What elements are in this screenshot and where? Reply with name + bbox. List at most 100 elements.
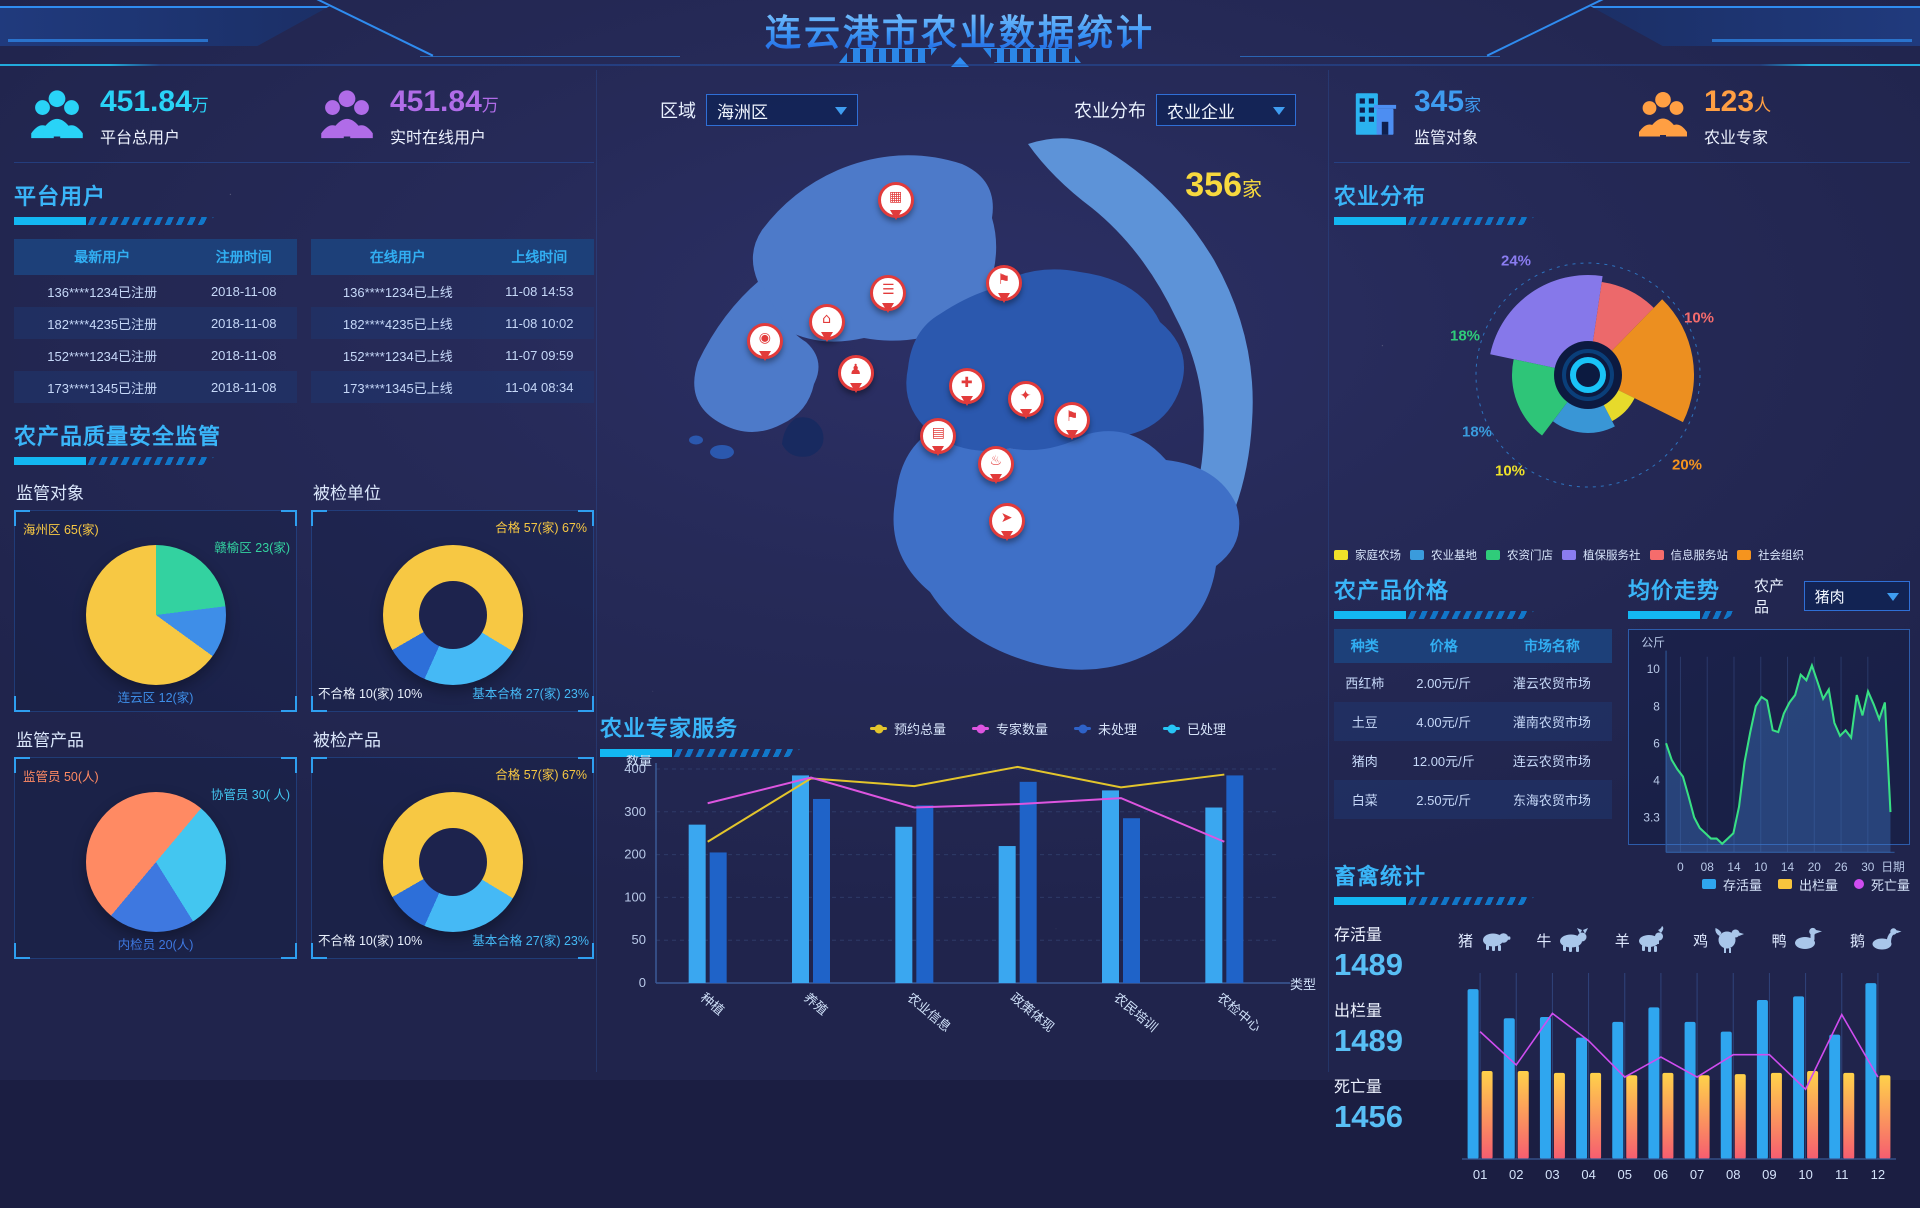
- table-cell: 西红柿: [1345, 676, 1385, 691]
- table-row: 152****1234已注册 2018-11-08: [14, 339, 297, 371]
- animal-item-鸭[interactable]: 鸭: [1772, 925, 1826, 955]
- chevron-down-icon: [835, 107, 847, 121]
- donut-hole: [418, 828, 487, 896]
- table-header: 在线用户: [311, 239, 485, 275]
- slice-label: 基本合格 27(家) 23%: [472, 934, 589, 948]
- distribution-label: 农业分布: [1074, 101, 1146, 121]
- chart-card-supervise-product: 监管产品 监管员 50(人) 协管员 30( 人) 内检员 20(人): [14, 720, 297, 959]
- svg-text:农业信息: 农业信息: [904, 990, 953, 1035]
- svg-text:30: 30: [1861, 860, 1875, 874]
- slice-label: 连云区 12(家): [117, 691, 194, 705]
- animal-item-牛[interactable]: 牛: [1536, 925, 1590, 955]
- legend-swatch: [1334, 550, 1348, 560]
- legend-item[interactable]: 死亡量: [1853, 875, 1910, 894]
- legend-item[interactable]: 出栏量: [1777, 875, 1838, 894]
- map-region[interactable]: [1028, 138, 1253, 568]
- table-cell: 152****1234已上线: [342, 348, 453, 364]
- map-pin[interactable]: ♟: [837, 354, 874, 391]
- svg-text:400: 400: [624, 761, 646, 776]
- trend-section: 均价走势 农产品 猪肉 10 8 6 4 3.3 公斤 0 08 14 10 14 20 26 30 日期: [1628, 573, 1910, 874]
- building-icon: [1348, 88, 1400, 145]
- map-pin[interactable]: ⚑: [1053, 402, 1090, 439]
- title-underline: [600, 749, 800, 757]
- legend-label: 未处理: [1098, 722, 1138, 737]
- legend-item[interactable]: 预约总量: [870, 719, 946, 738]
- svg-text:种植: 种植: [698, 990, 728, 1018]
- product-select[interactable]: 猪肉: [1803, 581, 1910, 611]
- user-stats-row: 451.84万 平台总用户 451.84万 实时在线用户: [14, 70, 594, 163]
- out-stat: 出栏量 1489: [1334, 997, 1452, 1059]
- legend-label: 预约总量: [894, 722, 947, 737]
- legend-item[interactable]: 植保服务社: [1562, 547, 1641, 563]
- section-title-quality: 农产品质量安全监管: [14, 424, 222, 449]
- dashboard-root: 连云港市农业数据统计 451.84万 平台总用户: [0, 0, 1920, 1080]
- title-underline: [14, 457, 214, 465]
- rose-percent-label: 20%: [1671, 456, 1703, 474]
- table-row: 136****1234已上线 11-08 14:53: [311, 275, 594, 307]
- map-region[interactable]: [752, 155, 997, 342]
- svg-text:05: 05: [1618, 1167, 1632, 1182]
- map-pin[interactable]: ➤: [988, 503, 1025, 540]
- svg-text:07: 07: [1690, 1167, 1704, 1182]
- table-header: 注册时间: [190, 239, 297, 275]
- card-subtitle: 监管对象: [16, 484, 84, 503]
- legend-item[interactable]: 专家数量: [972, 719, 1048, 738]
- animal-item-鹅[interactable]: 鹅: [1850, 925, 1904, 955]
- table-cell: 土豆: [1351, 715, 1378, 730]
- map-pin[interactable]: ♨: [977, 446, 1014, 483]
- map-region[interactable]: [906, 269, 1184, 453]
- death-stat: 死亡量 1456: [1334, 1073, 1452, 1135]
- rose-percent-label: 18%: [1461, 423, 1493, 441]
- map-pin[interactable]: ✦: [1007, 380, 1044, 417]
- legend-item[interactable]: 已处理: [1163, 719, 1226, 738]
- map-pin[interactable]: ▦: [877, 181, 914, 218]
- legend-swatch: [1701, 879, 1716, 889]
- livestock-legend: 存活量 出栏量 死亡量: [1701, 875, 1910, 894]
- legend-item[interactable]: 未处理: [1074, 719, 1137, 738]
- legend-item[interactable]: 家庭农场: [1334, 547, 1401, 563]
- svg-text:农检中心: 农检中心: [1214, 990, 1263, 1035]
- card-subtitle: 监管产品: [16, 731, 84, 750]
- animal-item-猪[interactable]: 猪: [1458, 925, 1512, 955]
- legend-label: 出栏量: [1798, 877, 1838, 893]
- legend-label: 家庭农场: [1355, 550, 1401, 562]
- table-cell: 2018-11-08: [210, 283, 277, 299]
- svg-text:日期: 日期: [1881, 860, 1905, 874]
- center-panel: 区域 海洲区 农业分布 农业企业 356家: [600, 66, 1326, 1076]
- region-select-value: 海洲区: [717, 102, 768, 122]
- map-pin[interactable]: ⚑: [985, 265, 1022, 302]
- map-pin[interactable]: ✚: [948, 368, 985, 405]
- table-row: 182****4235已注册 2018-11-08: [14, 307, 297, 339]
- map-region[interactable]: [893, 431, 1240, 670]
- rose-percent-label: 24%: [1500, 252, 1532, 270]
- animal-item-鸡[interactable]: 鸡: [1693, 925, 1747, 955]
- map-pin[interactable]: ▤: [920, 418, 957, 455]
- animal-item-羊[interactable]: 羊: [1615, 925, 1669, 955]
- svg-text:政策体现: 政策体现: [1008, 990, 1057, 1035]
- distribution-select[interactable]: 农业企业: [1156, 94, 1296, 126]
- svg-text:02: 02: [1509, 1167, 1523, 1182]
- table-cell: 灌南农贸市场: [1512, 715, 1591, 730]
- price-trend-chart: 10 8 6 4 3.3 公斤 0 08 14 10 14 20 26 30 日期: [1641, 635, 1905, 874]
- region-control: 区域 海洲区: [660, 94, 858, 126]
- map-pin[interactable]: ⌂: [808, 304, 845, 341]
- svg-text:20: 20: [1808, 860, 1822, 874]
- table-cell: 136****1234已上线: [342, 284, 453, 300]
- map-pin[interactable]: ◉: [746, 322, 783, 359]
- legend-item[interactable]: 农业基地: [1410, 547, 1477, 563]
- legend-item[interactable]: 信息服务站: [1649, 547, 1728, 563]
- donut-chart-checked-product: 合格 57(家) 67% 基本合格 27(家) 23% 不合格 10(家) 10%: [311, 757, 594, 959]
- legend-item[interactable]: 农资门店: [1486, 547, 1553, 563]
- table-row: 土豆 4.00元/斤 灌南农贸市场: [1334, 702, 1612, 741]
- svg-text:04: 04: [1581, 1167, 1595, 1182]
- table-cell: 152****1234已注册: [47, 348, 158, 364]
- map-pin[interactable]: ☰: [870, 275, 907, 312]
- legend-item[interactable]: 存活量: [1701, 875, 1762, 894]
- distribution-control: 农业分布 农业企业: [1074, 94, 1296, 126]
- svg-text:50: 50: [632, 932, 646, 947]
- region-select[interactable]: 海洲区: [706, 94, 858, 126]
- legend-swatch: [1074, 727, 1092, 730]
- table-cell: 2.00元/斤: [1416, 676, 1472, 691]
- legend-swatch: [870, 727, 887, 730]
- legend-item[interactable]: 社会组织: [1737, 547, 1804, 563]
